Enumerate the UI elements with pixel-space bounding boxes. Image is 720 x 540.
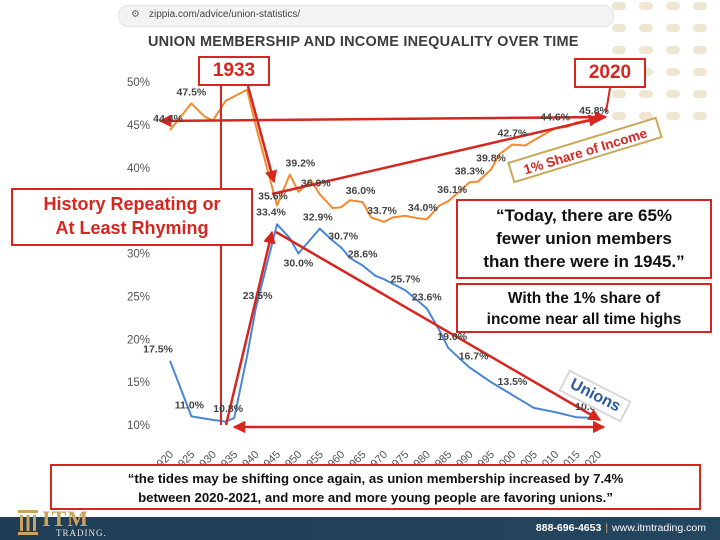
income-drop-arrow xyxy=(246,85,278,184)
income-data-label: 36.0% xyxy=(346,185,376,197)
year-2020-leader xyxy=(605,87,611,113)
decorative-dot xyxy=(666,2,680,10)
income-data-label: 35.6% xyxy=(258,190,288,202)
unions-data-label: 11.0% xyxy=(175,399,205,411)
unions-data-label: 28.6% xyxy=(348,249,378,261)
decorative-dot xyxy=(693,46,707,54)
phone-number[interactable]: 888-696-4653 xyxy=(535,522,602,534)
unions-data-label: 10.8% xyxy=(213,403,243,415)
decorative-dot xyxy=(666,112,680,120)
logo-text: ITM xyxy=(42,506,89,531)
decorative-dot xyxy=(666,90,680,98)
unions-line xyxy=(169,223,599,423)
share-note-line-1: With the 1% share of xyxy=(507,290,661,307)
income-data-label: 42.7% xyxy=(498,128,528,140)
decorative-dot xyxy=(639,2,653,10)
unions-data-label: 32.9% xyxy=(303,212,333,224)
income-share-note: With the 1% share of income near all tim… xyxy=(456,283,712,333)
y-tick-label: 30% xyxy=(127,249,150,261)
unions-data-label: 23.6% xyxy=(412,291,442,303)
union-trend-quote: “the tides may be shifting once again, a… xyxy=(50,464,701,510)
decorative-dot xyxy=(612,112,626,120)
quote-line-1: “Today, there are 65% xyxy=(495,206,673,225)
browser-address-bar[interactable]: ⚙ zippia.com/advice/union-statistics/ xyxy=(118,5,614,27)
income-data-label: 39.2% xyxy=(286,158,316,170)
history-repeating-callout: History Repeating or At Least Rhyming xyxy=(11,188,253,246)
union-members-quote: “Today, there are 65% fewer union member… xyxy=(456,199,712,279)
bottom-quote-line-1: “the tides may be shifting once again, a… xyxy=(127,471,624,486)
year-2020-box: 2020 xyxy=(574,58,646,88)
unions-rise-arrow xyxy=(224,230,276,426)
decorative-dot xyxy=(666,24,680,32)
y-tick-label: 20% xyxy=(127,334,150,346)
history-line-1: History Repeating or xyxy=(43,194,221,214)
income-data-label: 47.5% xyxy=(177,86,207,98)
contact-info: 888-696-4653 | www.itmtrading.com xyxy=(536,522,706,534)
decorative-dot xyxy=(639,90,653,98)
income-data-label: 45.8% xyxy=(579,105,609,117)
year-1933-box: 1933 xyxy=(198,56,270,86)
unions-data-label: 16.7% xyxy=(459,351,489,363)
contact-separator: | xyxy=(605,522,609,534)
income-data-label: 34.0% xyxy=(408,202,438,214)
unions-data-label: 17.5% xyxy=(143,344,173,356)
website-link[interactable]: www.itmtrading.com xyxy=(612,522,706,534)
logo-subtext: TRADING. xyxy=(56,528,107,538)
unions-data-label: 30.7% xyxy=(328,230,358,242)
decorative-dot xyxy=(612,90,626,98)
income-data-label: 33.7% xyxy=(367,205,397,217)
income-data-label: 44.4% xyxy=(153,113,183,125)
y-tick-label: 45% xyxy=(127,120,150,132)
unions-data-label: 19.0% xyxy=(437,331,467,343)
y-tick-label: 15% xyxy=(127,377,150,389)
income-level-arrow xyxy=(158,110,608,128)
quote-line-2: fewer union members xyxy=(496,229,672,248)
unions-data-label: 30.0% xyxy=(284,258,314,270)
y-tick-label: 40% xyxy=(127,163,150,175)
history-line-2: At Least Rhyming xyxy=(55,218,209,238)
itm-trading-logo[interactable]: ITM TRADING. xyxy=(14,504,106,540)
quote-line-3: than there were in 1945.” xyxy=(483,252,685,271)
bottom-quote-line-2: between 2020-2021, and more and more you… xyxy=(138,490,613,505)
browser-url: zippia.com/advice/union-statistics/ xyxy=(149,9,301,20)
unions-data-label: 25.7% xyxy=(391,273,421,285)
decorative-dot xyxy=(693,68,707,76)
decorative-dot xyxy=(612,2,626,10)
decorative-dot xyxy=(639,46,653,54)
decorative-dot xyxy=(612,24,626,32)
decorative-dot xyxy=(612,46,626,54)
pillar-logo-icon xyxy=(18,510,38,535)
unions-fall-arrow xyxy=(275,230,602,422)
chart-title: UNION MEMBERSHIP AND INCOME INEQUALITY O… xyxy=(148,34,579,50)
income-rise-arrow xyxy=(271,114,602,196)
income-data-label: 39.8% xyxy=(476,152,506,164)
decorative-dot xyxy=(666,46,680,54)
site-settings-icon[interactable]: ⚙ xyxy=(131,9,140,20)
decorative-dot xyxy=(693,24,707,32)
unions-data-label: 33.4% xyxy=(256,206,286,218)
income-data-label: 36.1% xyxy=(437,184,467,196)
share-note-line-2: income near all time highs xyxy=(486,311,682,328)
unions-data-label: 23.5% xyxy=(243,290,273,302)
y-tick-label: 25% xyxy=(127,291,150,303)
decorative-dot xyxy=(639,24,653,32)
income-data-label: 38.3% xyxy=(455,165,485,177)
y-tick-label: 50% xyxy=(127,77,150,89)
decorative-dot xyxy=(666,68,680,76)
decorative-dot xyxy=(693,112,707,120)
unions-data-label: 13.5% xyxy=(498,376,528,388)
decorative-dot xyxy=(693,90,707,98)
income-data-label: 44.6% xyxy=(540,111,570,123)
footer-bar xyxy=(0,517,720,540)
decorative-dot xyxy=(693,2,707,10)
y-tick-label: 10% xyxy=(127,420,150,432)
income-data-label: 36.9% xyxy=(301,177,331,189)
